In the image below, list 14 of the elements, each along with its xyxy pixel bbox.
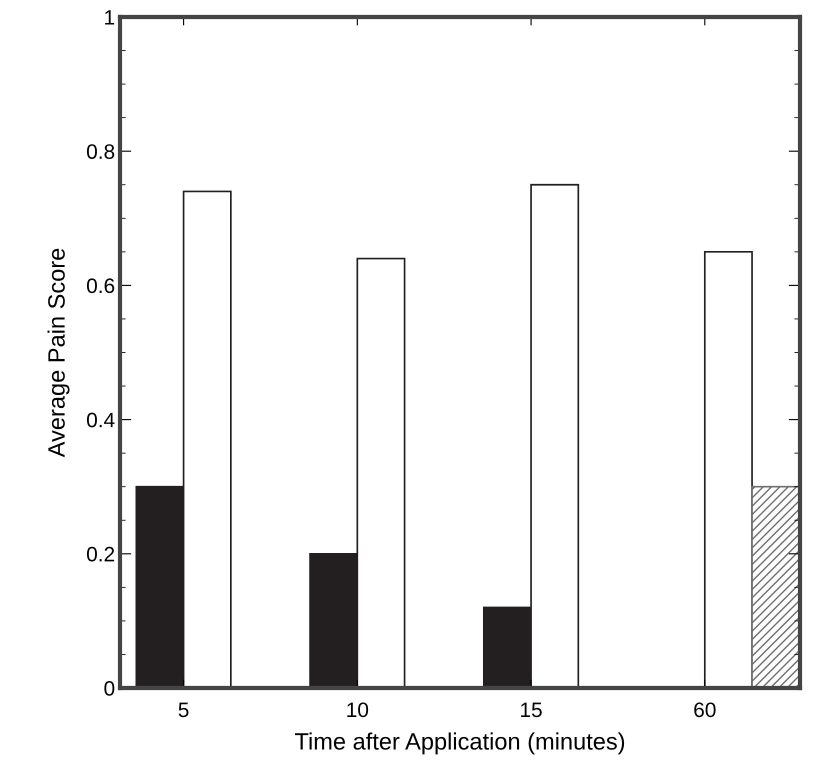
x-tick-label: 60 (694, 702, 716, 718)
x-tick-label: 15 (521, 702, 542, 718)
y-tick-label: 0 (104, 681, 114, 696)
y-tick-label: 0.4 (86, 412, 115, 428)
x-tick-label: 5 (178, 702, 189, 718)
y-axis-title: Average Pain Score (48, 248, 70, 458)
y-tick-label: 0.2 (86, 546, 114, 562)
y-tick-label: 1 (105, 10, 114, 25)
x-tick-label: 10 (347, 702, 368, 718)
bar (751, 486, 800, 688)
y-tick-label: 0.6 (86, 278, 114, 294)
x-axis-title: Time after Application (minutes) (294, 732, 624, 754)
y-tick-label: 0.8 (86, 144, 114, 159)
bar (704, 251, 753, 688)
